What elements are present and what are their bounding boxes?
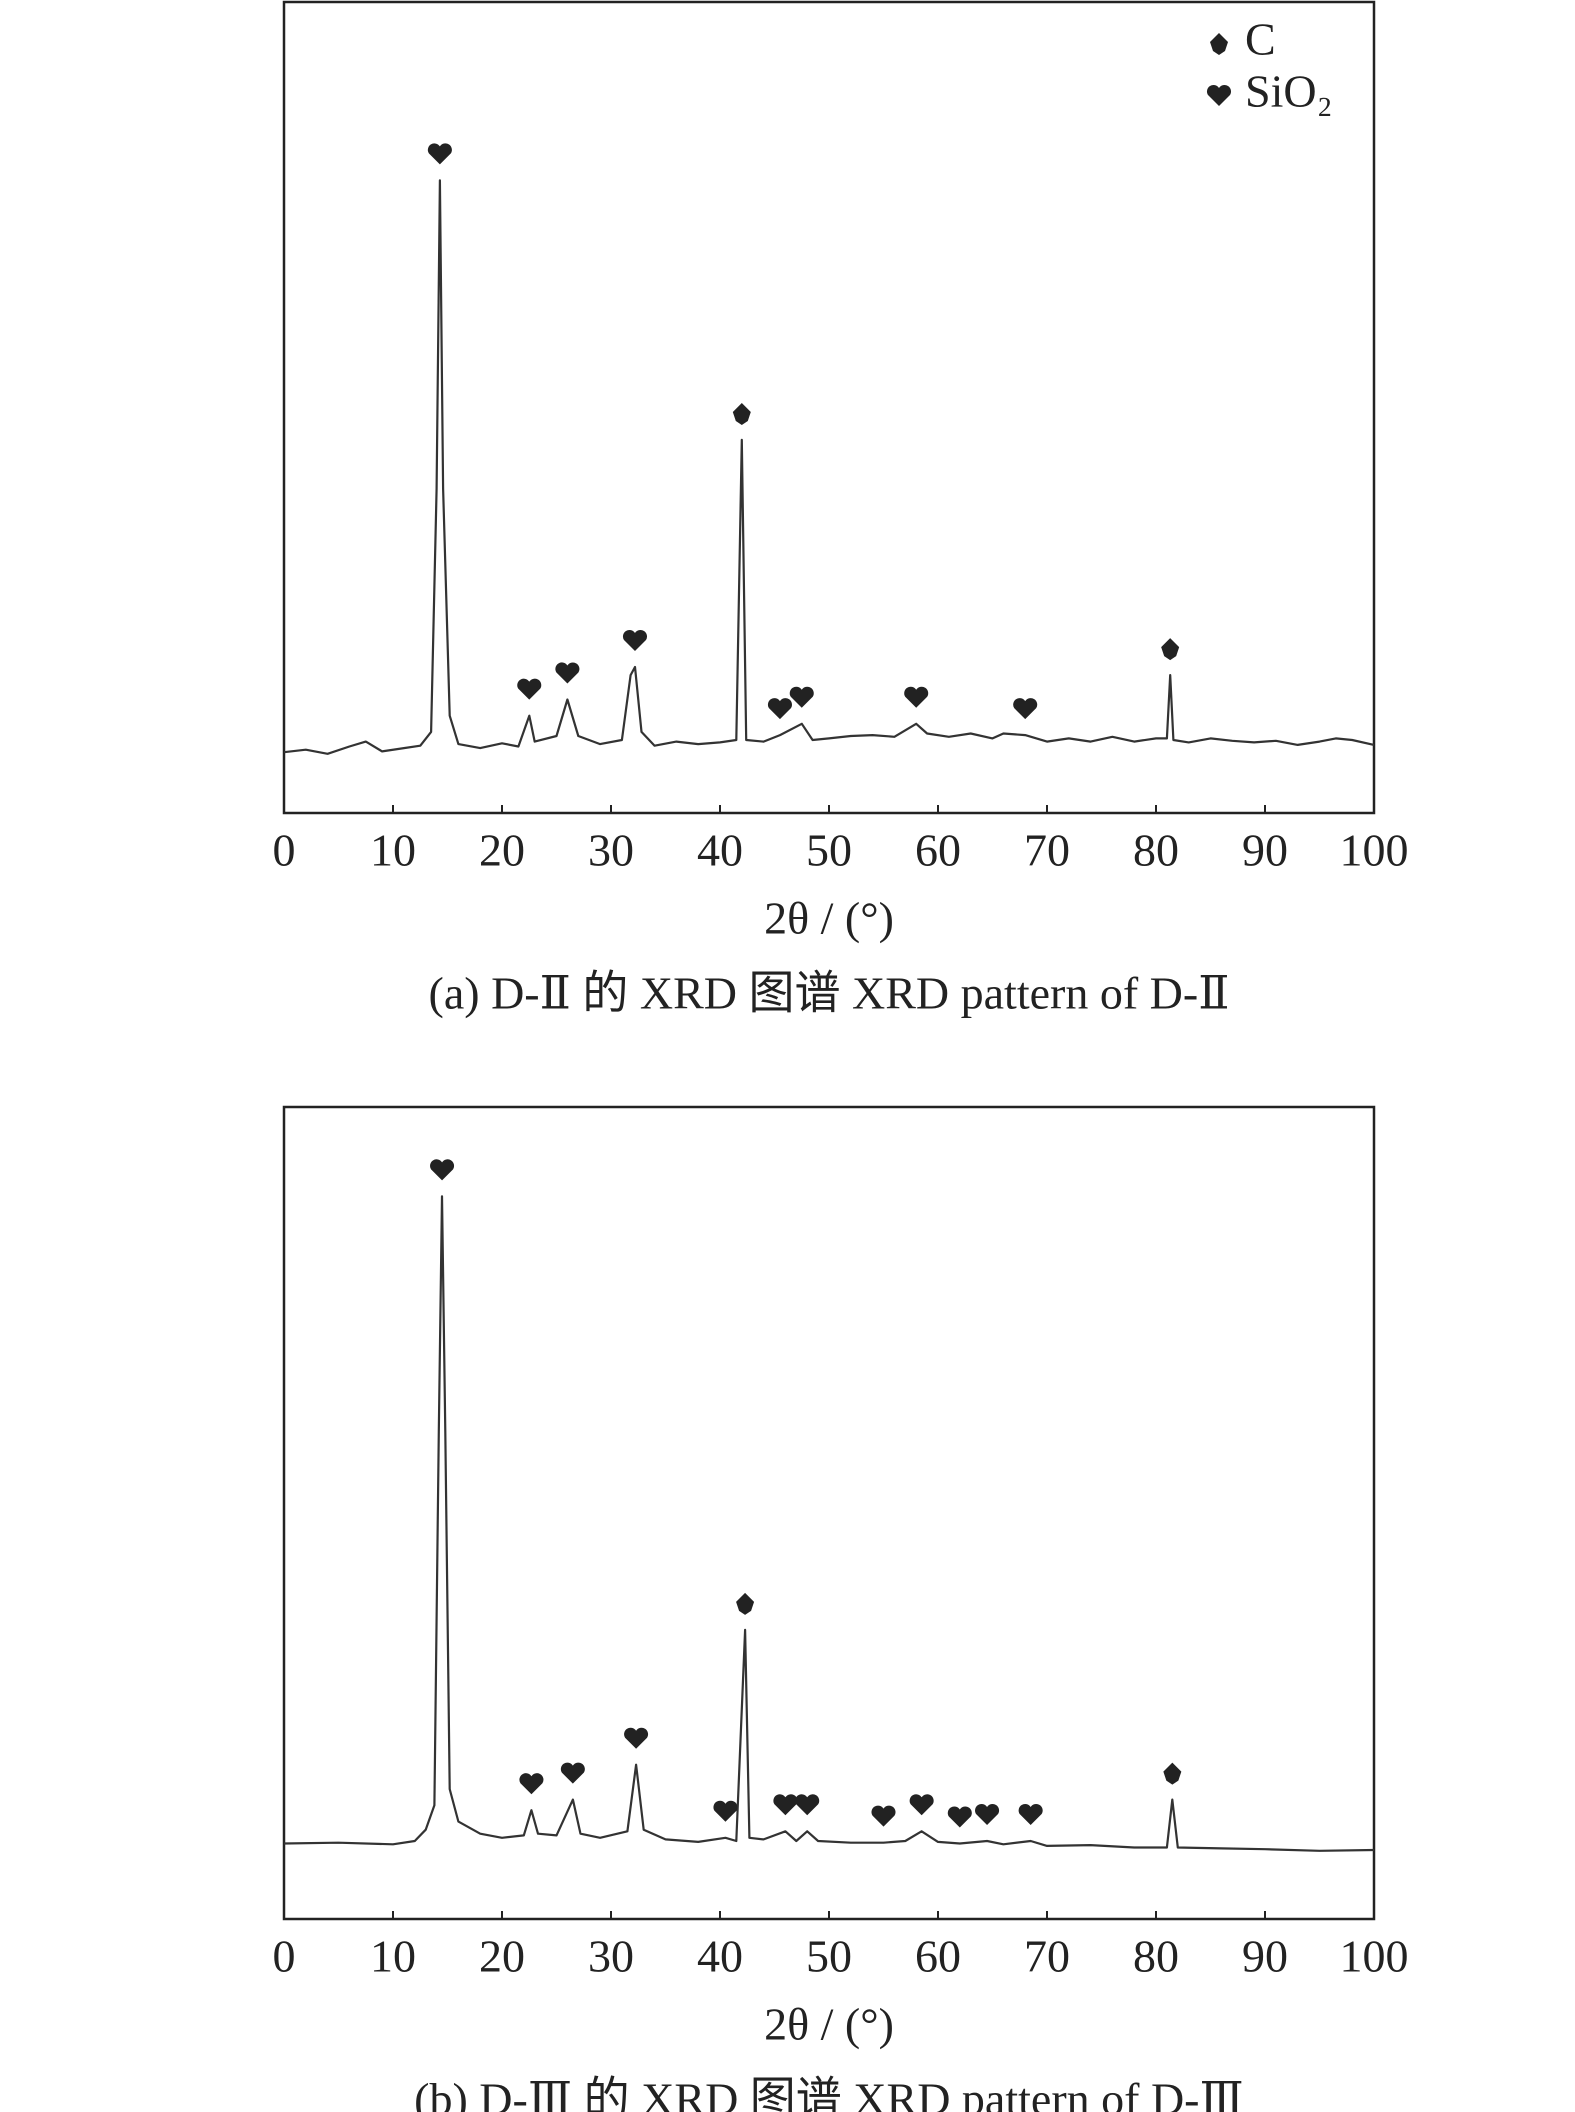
x-tick-label: 70 <box>1024 825 1070 876</box>
peak-marker <box>624 1727 649 1749</box>
peak-marker <box>732 402 751 425</box>
x-tick-label: 0 <box>273 825 296 876</box>
x-axis-label: 2θ / (°) <box>764 1999 894 2050</box>
x-tick-label: 40 <box>697 825 743 876</box>
peak-marker <box>736 1592 755 1615</box>
peak-marker <box>517 678 542 700</box>
peak-marker <box>904 686 929 708</box>
x-tick-label: 50 <box>806 1931 852 1982</box>
x-tick-label: 40 <box>697 1931 743 1982</box>
x-tick-label: 20 <box>479 1931 525 1982</box>
peak-marker <box>1161 638 1180 661</box>
x-tick-label: 60 <box>915 1931 961 1982</box>
peak-marker <box>909 1794 934 1816</box>
peak-marker <box>713 1800 738 1822</box>
x-tick-label: 10 <box>370 825 416 876</box>
plot-frame <box>282 1105 1376 1921</box>
peak-marker <box>622 630 647 652</box>
x-tick-label: 90 <box>1242 825 1288 876</box>
x-tick-label: 50 <box>806 825 852 876</box>
xrd-pattern <box>283 179 1375 755</box>
caption: (b) D-Ⅲ 的 XRD 图谱 XRD pattern of D-Ⅲ <box>414 2074 1244 2112</box>
legend-marker <box>1210 33 1228 55</box>
x-tick-label: 100 <box>1340 825 1409 876</box>
peak-marker <box>1013 698 1038 720</box>
peak-marker <box>519 1773 544 1795</box>
peak-marker <box>767 698 792 720</box>
legend-marker <box>1206 84 1232 106</box>
peak-marker <box>1018 1804 1043 1826</box>
peak-marker <box>789 686 814 708</box>
legend-label: SiO₂ <box>1245 66 1333 117</box>
peak-marker <box>427 143 452 165</box>
x-tick-label: 90 <box>1242 1931 1288 1982</box>
peak-marker <box>430 1159 455 1181</box>
peak-marker <box>975 1804 1000 1826</box>
caption: (a) D-Ⅱ 的 XRD 图谱 XRD pattern of D-Ⅱ <box>429 968 1230 1019</box>
peak-marker <box>871 1805 896 1827</box>
legend-label: C <box>1245 14 1276 65</box>
x-tick-label: 100 <box>1340 1931 1409 1982</box>
x-tick-label: 30 <box>588 1931 634 1982</box>
x-axis-label: 2θ / (°) <box>764 893 894 944</box>
x-tick-label: 20 <box>479 825 525 876</box>
x-tick-label: 80 <box>1133 1931 1179 1982</box>
x-tick-label: 0 <box>273 1931 296 1982</box>
plot-frame <box>282 0 1376 815</box>
xrd-pattern <box>283 1195 1375 1852</box>
peak-marker <box>795 1794 820 1816</box>
x-tick-label: 80 <box>1133 825 1179 876</box>
peak-marker <box>1163 1762 1182 1785</box>
x-tick-label: 10 <box>370 1931 416 1982</box>
peak-marker <box>947 1806 972 1828</box>
x-tick-label: 30 <box>588 825 634 876</box>
peak-marker <box>773 1794 798 1816</box>
peak-marker <box>560 1762 585 1784</box>
peak-marker <box>555 662 580 684</box>
x-tick-label: 60 <box>915 825 961 876</box>
x-tick-label: 70 <box>1024 1931 1070 1982</box>
